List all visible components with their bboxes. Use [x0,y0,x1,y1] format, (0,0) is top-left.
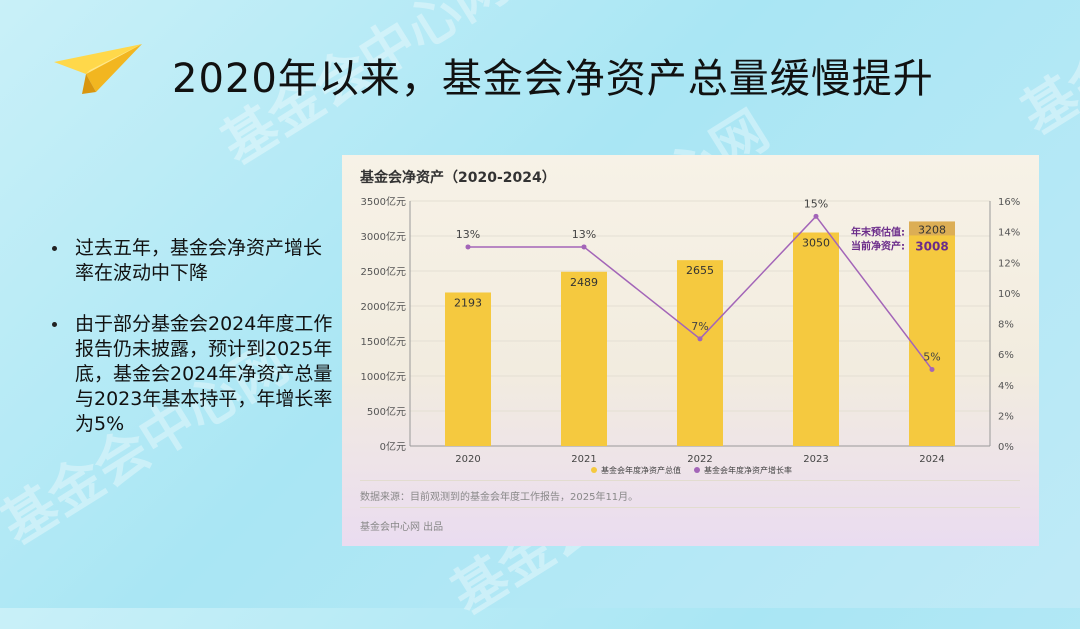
y-left-tick-label: 2000亿元 [361,300,406,313]
divider [360,480,1020,481]
y-right-tick-label: 4% [998,381,1014,392]
x-tick-label: 2021 [571,454,596,465]
growth-point [465,244,471,250]
bullet-text: 由于部分基金会2024年度工作报告仍未披露，预计到2025年底，基金会2024年… [75,313,333,435]
y-left-tick-label: 2500亿元 [361,265,406,278]
y-left-tick-label: 3500亿元 [361,195,406,208]
legend-label-line: 基金会年度净资产增长率 [704,465,792,475]
growth-point [697,336,703,342]
bullet-item: 过去五年，基金会净资产增长率在波动中下降 [48,236,338,286]
bar-estimate-label: 3208 [918,223,946,236]
bar [561,271,607,446]
y-left-tick-label: 3000亿元 [361,230,406,243]
y-right-tick-label: 0% [998,442,1014,453]
estimate-caption: 年末预估值: [851,225,905,238]
x-tick-label: 2020 [455,454,480,465]
bar-value-label: 2489 [570,276,598,289]
y-right-tick-label: 8% [998,320,1014,331]
legend-swatch-bar [591,467,597,473]
growth-label: 13% [456,228,480,241]
x-tick-label: 2023 [803,454,828,465]
y-left-tick-label: 1000亿元 [361,370,406,383]
y-right-tick-label: 14% [998,228,1020,239]
y-right-tick-label: 6% [998,350,1014,361]
chart-source: 数据来源：目前观测到的基金会年度工作报告，2025年11月。 [360,492,639,503]
bullet-item: 由于部分基金会2024年度工作报告仍未披露，预计到2025年底，基金会2024年… [48,312,338,437]
divider [360,507,1020,508]
chart-publisher: 基金会中心网 出品 [360,522,444,533]
bar-value-label: 3050 [802,237,830,250]
watermark-5: 基金会中心网 [1010,0,1080,147]
growth-label: 7% [691,320,708,333]
paper-plane-icon [54,44,142,94]
bullet-list: 过去五年，基金会净资产增长率在波动中下降 由于部分基金会2024年度工作报告仍未… [48,236,338,463]
legend-swatch-line [694,467,700,473]
y-left-tick-label: 0亿元 [380,440,406,453]
y-right-tick-label: 12% [998,258,1020,269]
bar-current-label: 3008 [915,239,948,253]
bar [677,260,723,446]
bar [445,292,491,446]
bar [793,232,839,446]
bar-value-label: 2193 [454,296,482,309]
bar [909,235,955,446]
chart-title: 基金会净资产（2020-2024） [360,170,556,186]
current-caption: 当前净资产: [851,239,905,252]
bullet-dot [52,322,57,327]
x-tick-label: 2022 [687,454,712,465]
y-left-tick-label: 1500亿元 [361,335,406,348]
growth-point [581,244,587,250]
y-right-tick-label: 2% [998,411,1014,422]
chart-svg: 0亿元 500亿元 1000亿元 1500亿元 2000亿元 2500亿元 3000亿元 35… [361,195,1021,475]
growth-point [813,213,819,219]
chart-card: 0亿元 500亿元 1000亿元 1500亿元 2000亿元 2500亿元 3000亿元 35… [342,155,1039,546]
bullet-dot [52,246,57,251]
x-tick-label: 2024 [919,454,944,465]
bar-value-label: 2655 [686,264,714,277]
y-right-tick-label: 10% [998,289,1020,300]
bullet-text: 过去五年，基金会净资产增长率在波动中下降 [75,237,323,284]
y-right-tick-label: 16% [998,197,1020,208]
growth-label: 5% [923,350,940,363]
growth-point [929,366,935,372]
growth-label: 13% [572,228,596,241]
y-left-tick-label: 500亿元 [367,405,406,418]
legend-label-bar: 基金会年度净资产总值 [601,465,681,475]
slide-title: 2020年以来，基金会净资产总量缓慢提升 [172,56,934,102]
growth-label: 15% [804,197,828,210]
